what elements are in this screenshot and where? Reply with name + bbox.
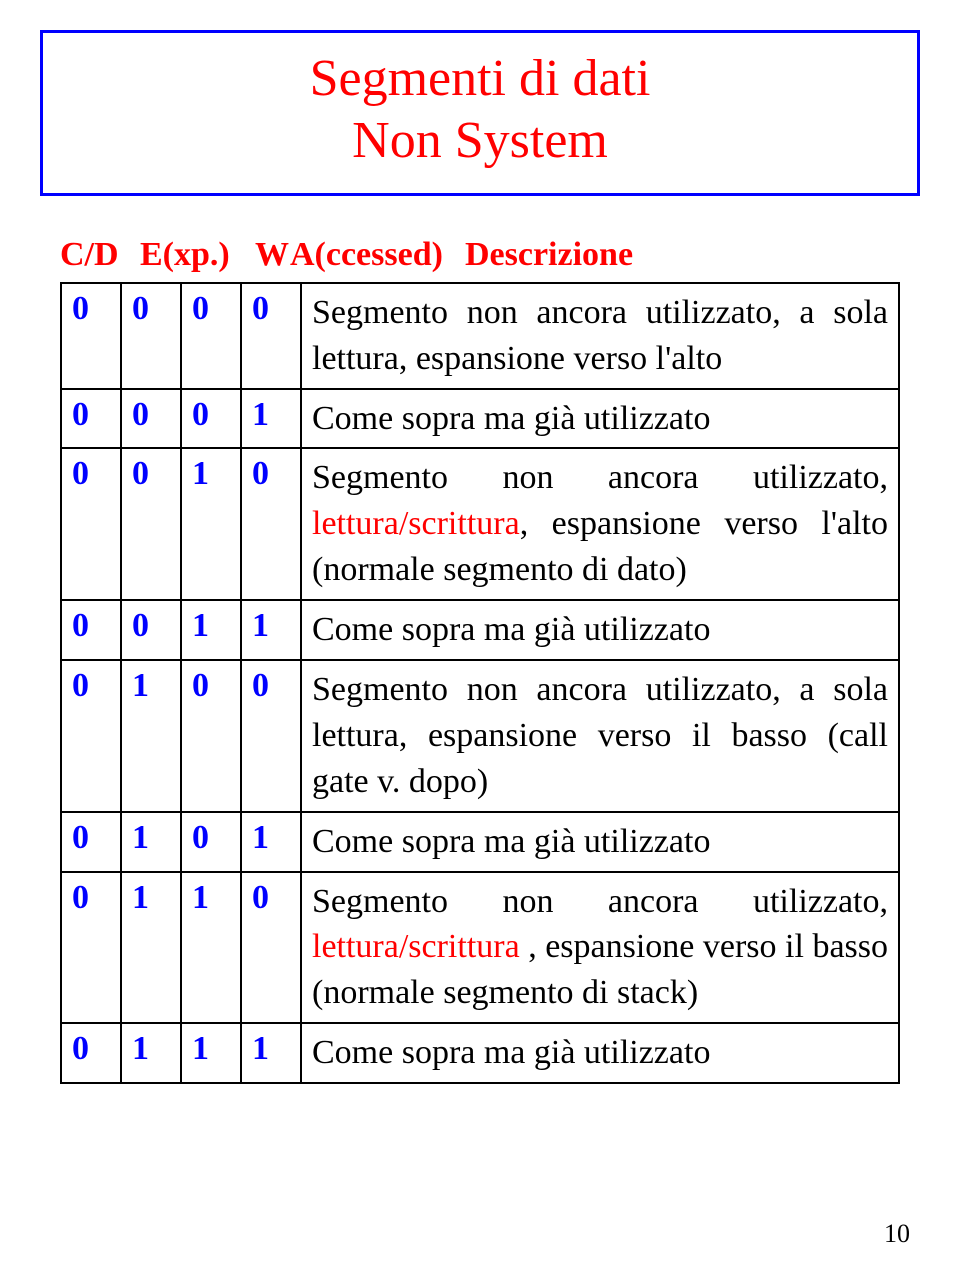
table-row: 0001Come sopra ma già utilizzato	[61, 389, 899, 449]
bit-cell: 0	[241, 660, 301, 812]
bit-cell: 0	[61, 389, 121, 449]
description-cell: Segmento non ancora utilizzato, lettura/…	[301, 448, 899, 600]
description-cell: Segmento non ancora utilizzato, lettura/…	[301, 872, 899, 1024]
table-header-row: C/D E(xp.) W A(ccessed) Descrizione	[60, 236, 900, 274]
table-row: 0100Segmento non ancora utilizzato, a so…	[61, 660, 899, 812]
description-cell: Segmento non ancora utilizzato, a sola l…	[301, 660, 899, 812]
table-row: 0111Come sopra ma già utilizzato	[61, 1023, 899, 1083]
bit-cell: 0	[241, 448, 301, 600]
bit-cell: 0	[241, 283, 301, 389]
bit-cell: 0	[181, 812, 241, 872]
table-row: 0010Segmento non ancora utilizzato, lett…	[61, 448, 899, 600]
header-descrizione: Descrizione	[465, 236, 900, 274]
header-w: W	[255, 236, 290, 274]
bit-cell: 1	[241, 600, 301, 660]
bit-cell: 1	[241, 1023, 301, 1083]
header-exp: E(xp.)	[140, 236, 255, 274]
bit-cell: 0	[61, 660, 121, 812]
bit-cell: 0	[181, 283, 241, 389]
bit-cell: 1	[181, 1023, 241, 1083]
bit-cell: 1	[121, 1023, 181, 1083]
bit-cell: 0	[61, 812, 121, 872]
description-cell: Come sopra ma già utilizzato	[301, 812, 899, 872]
table-row: 0110Segmento non ancora utilizzato, lett…	[61, 872, 899, 1024]
header-accessed: A(ccessed)	[290, 236, 465, 274]
bit-cell: 0	[121, 283, 181, 389]
lettura-scrittura-text: lettura/scrittura	[312, 505, 520, 542]
table-row: 0000Segmento non ancora utilizzato, a so…	[61, 283, 899, 389]
lettura-scrittura-text: lettura/scrittura	[312, 928, 528, 965]
bit-cell: 0	[61, 1023, 121, 1083]
bit-cell: 1	[181, 448, 241, 600]
bit-cell: 1	[121, 812, 181, 872]
header-cd: C/D	[60, 236, 140, 274]
description-cell: Segmento non ancora utilizzato, a sola l…	[301, 283, 899, 389]
bit-cell: 1	[241, 389, 301, 449]
table-row: 0101Come sopra ma già utilizzato	[61, 812, 899, 872]
description-cell: Come sopra ma già utilizzato	[301, 1023, 899, 1083]
bit-cell: 0	[121, 600, 181, 660]
bit-cell: 1	[121, 872, 181, 1024]
bit-cell: 1	[181, 600, 241, 660]
bit-cell: 0	[61, 600, 121, 660]
page-number: 10	[884, 1219, 910, 1249]
bit-cell: 0	[121, 389, 181, 449]
bit-cell: 0	[61, 448, 121, 600]
segment-table: 0000Segmento non ancora utilizzato, a so…	[60, 282, 900, 1084]
bit-cell: 0	[181, 660, 241, 812]
bit-cell: 0	[181, 389, 241, 449]
description-cell: Come sopra ma già utilizzato	[301, 389, 899, 449]
title-line-1: Segmenti di dati	[63, 48, 897, 110]
bit-cell: 1	[121, 660, 181, 812]
bit-cell: 0	[61, 872, 121, 1024]
bit-cell: 1	[241, 812, 301, 872]
title-box: Segmenti di dati Non System	[40, 30, 920, 196]
description-cell: Come sopra ma già utilizzato	[301, 600, 899, 660]
bit-cell: 0	[61, 283, 121, 389]
bit-cell: 0	[121, 448, 181, 600]
bit-cell: 1	[181, 872, 241, 1024]
title-line-2: Non System	[63, 110, 897, 172]
table-row: 0011Come sopra ma già utilizzato	[61, 600, 899, 660]
bit-cell: 0	[241, 872, 301, 1024]
